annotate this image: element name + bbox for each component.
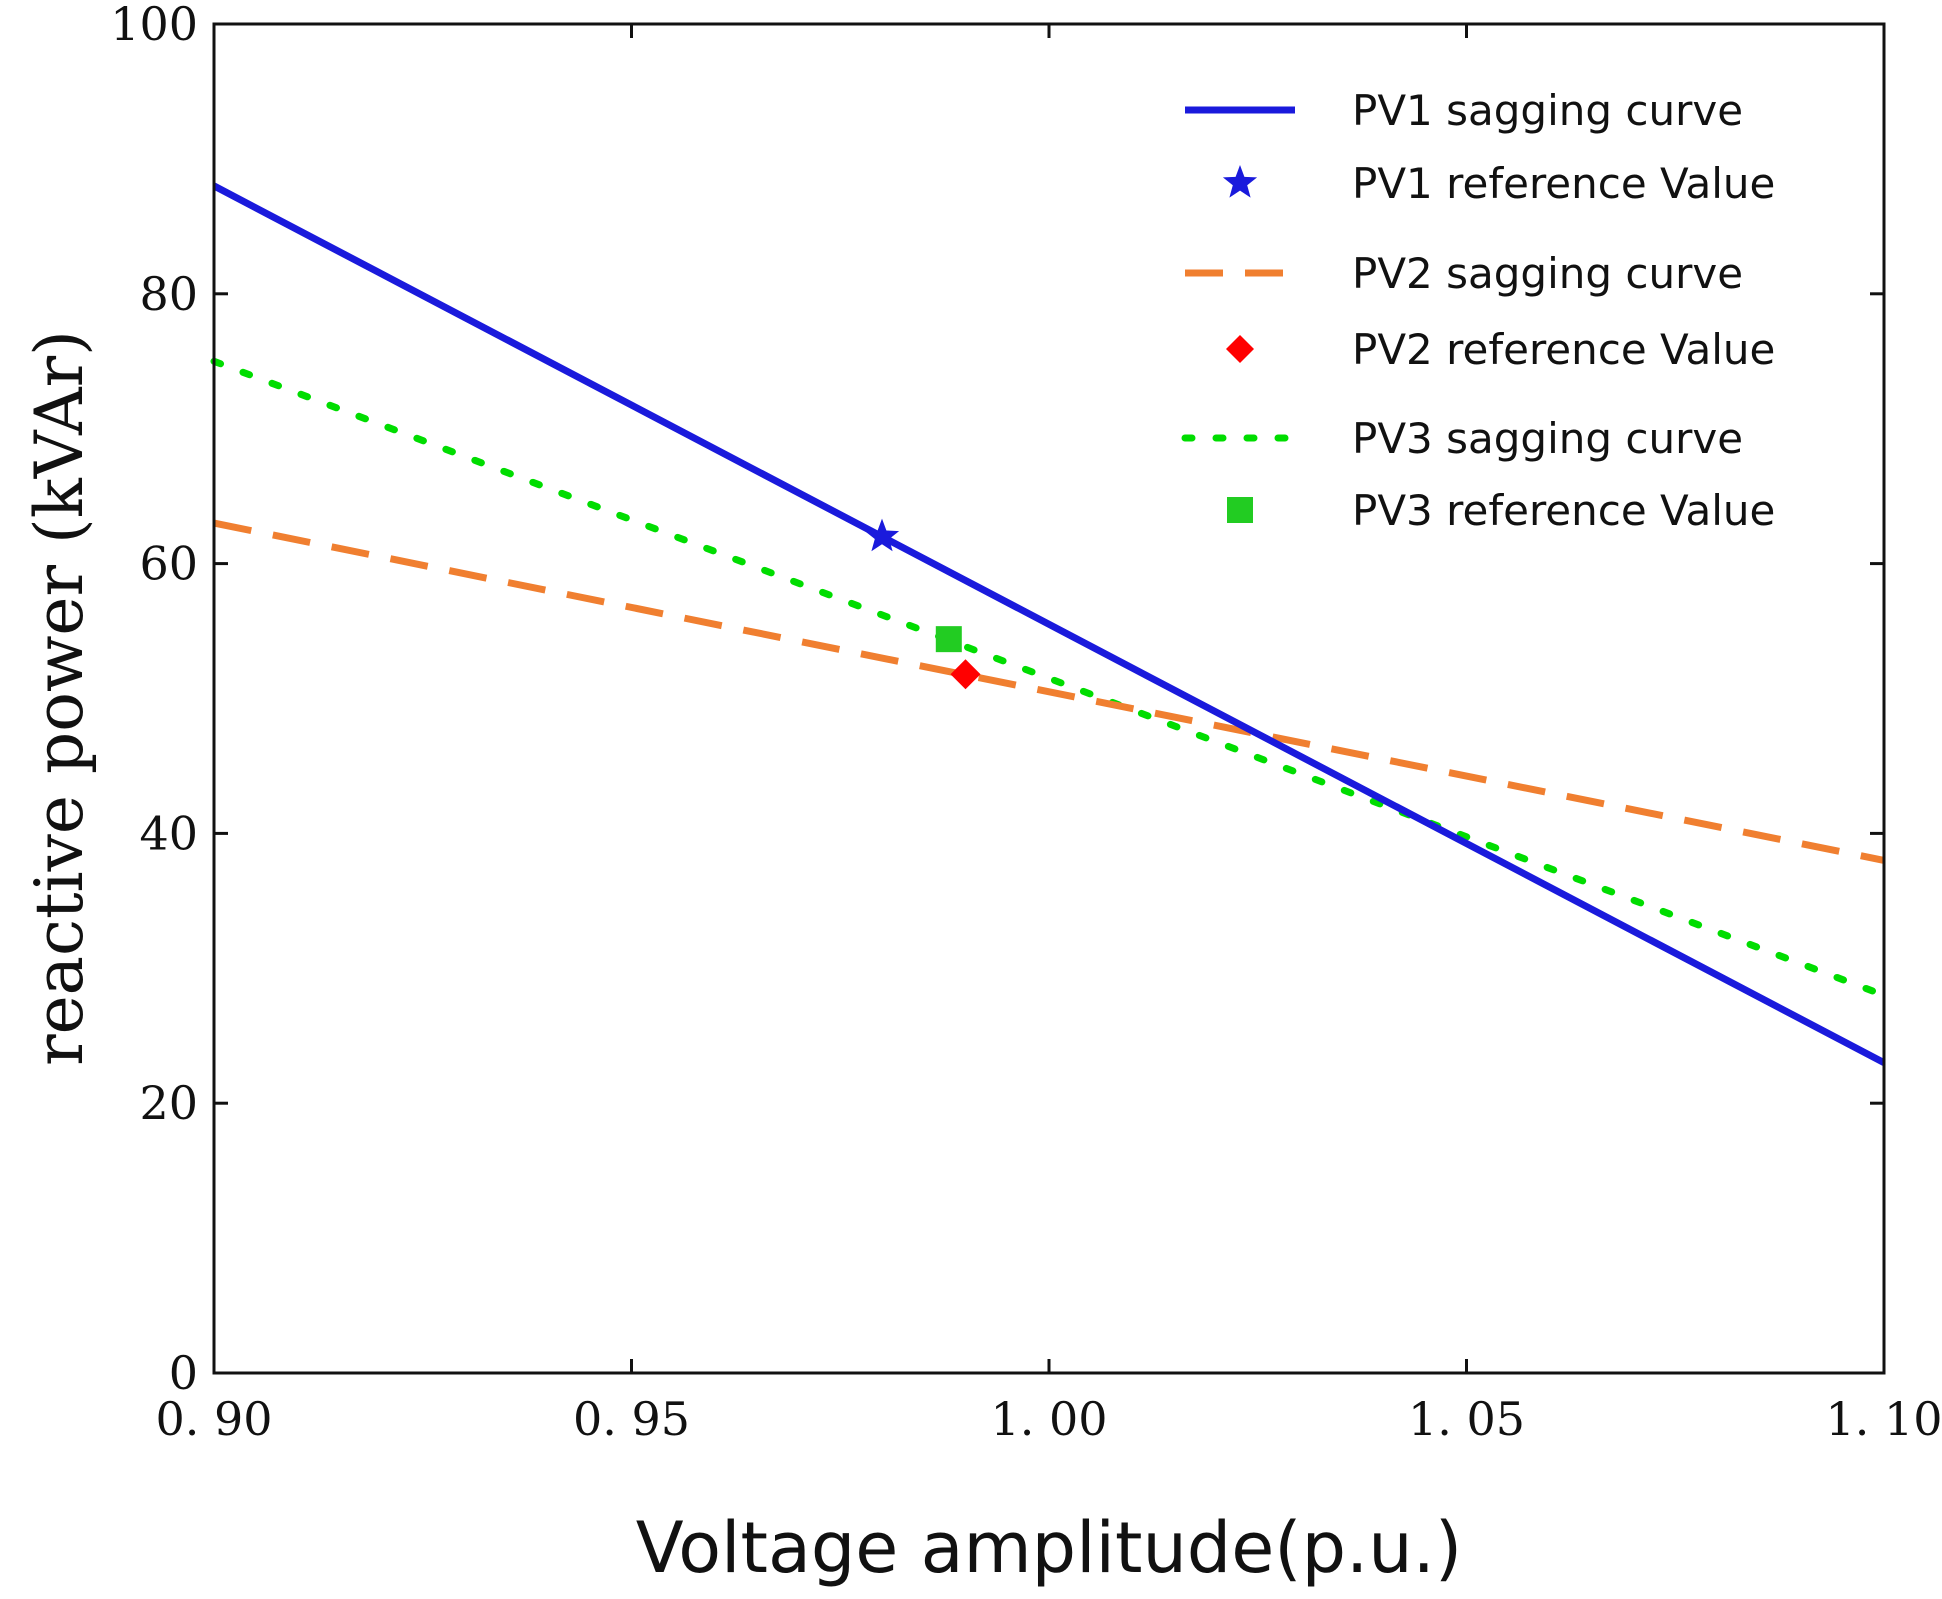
series-line-pv2-sagging-curve: [213, 519, 1885, 864]
legend-label: PV3 reference Value: [1352, 486, 1775, 535]
x-tick-label: 0. 95: [573, 1392, 690, 1446]
y-tick-label: 100: [110, 0, 198, 51]
data-point-pv1-reference-value: [864, 518, 900, 552]
ticks-layer: 0. 90 0. 95 1. 00 1. 05 1. 10 0 20 40 60 80 100: [110, 0, 1942, 1446]
y-tick-label: 80: [139, 267, 198, 321]
legend-label: PV2 reference Value: [1352, 325, 1775, 374]
x-tick-label: 0. 90: [155, 1392, 272, 1446]
series-layer: [210, 182, 1888, 1066]
legend-swatch-marker: [1226, 335, 1254, 363]
x-axis-title: Voltage amplitude(p.u.): [636, 1507, 1462, 1589]
data-point-pv2-reference-value: [950, 659, 981, 690]
y-axis-title: reactive power (kVAr): [21, 330, 98, 1066]
legend-label: PV1 sagging curve: [1352, 86, 1743, 135]
y-tick-label: 60: [139, 537, 198, 591]
legend-label: PV2 sagging curve: [1352, 249, 1743, 298]
x-tick-label: 1. 00: [990, 1392, 1107, 1446]
x-tick-label: 1. 10: [1825, 1392, 1942, 1446]
plot-frame: [212, 22, 1886, 1375]
legend-label: PV1 reference Value: [1352, 159, 1775, 208]
legend-swatch-marker: [1227, 497, 1253, 523]
data-point-pv3-reference-value: [935, 626, 962, 653]
series-line-pv1-sagging-curve: [212, 182, 1886, 1066]
x-tick-label: 1. 05: [1408, 1392, 1525, 1446]
y-tick-label: 20: [139, 1076, 198, 1130]
y-tick-label: 0: [169, 1346, 198, 1400]
legend: PV1 sagging curve PV1 reference Value PV2 …: [1181, 86, 1775, 535]
legend-swatch-marker: [1222, 165, 1258, 198]
y-tick-label: 40: [139, 806, 198, 860]
legend-label: PV3 sagging curve: [1352, 414, 1743, 463]
series-line-pv3-sagging-curve: [210, 357, 1888, 999]
